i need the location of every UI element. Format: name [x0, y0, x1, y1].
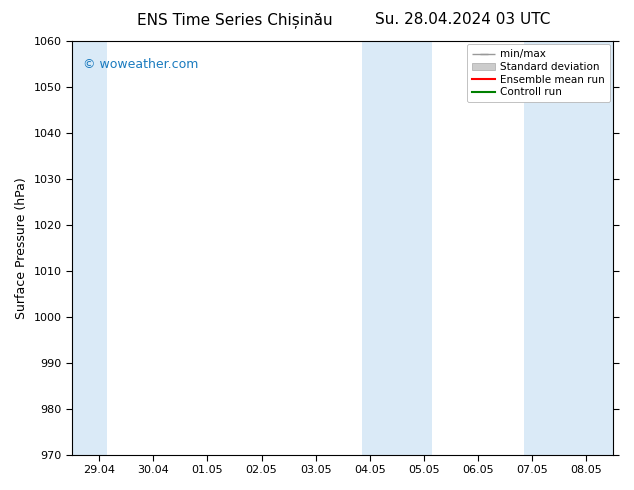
Bar [362, 41, 432, 455]
Bar [72, 41, 107, 455]
Text: © woweather.com: © woweather.com [83, 58, 198, 71]
Bar [524, 41, 619, 455]
Y-axis label: Surface Pressure (hPa): Surface Pressure (hPa) [15, 177, 28, 318]
Legend: min/max, Standard deviation, Ensemble mean run, Controll run: min/max, Standard deviation, Ensemble me… [467, 44, 611, 102]
Text: ENS Time Series Chișinău: ENS Time Series Chișinău [137, 12, 332, 28]
Text: Su. 28.04.2024 03 UTC: Su. 28.04.2024 03 UTC [375, 12, 550, 27]
